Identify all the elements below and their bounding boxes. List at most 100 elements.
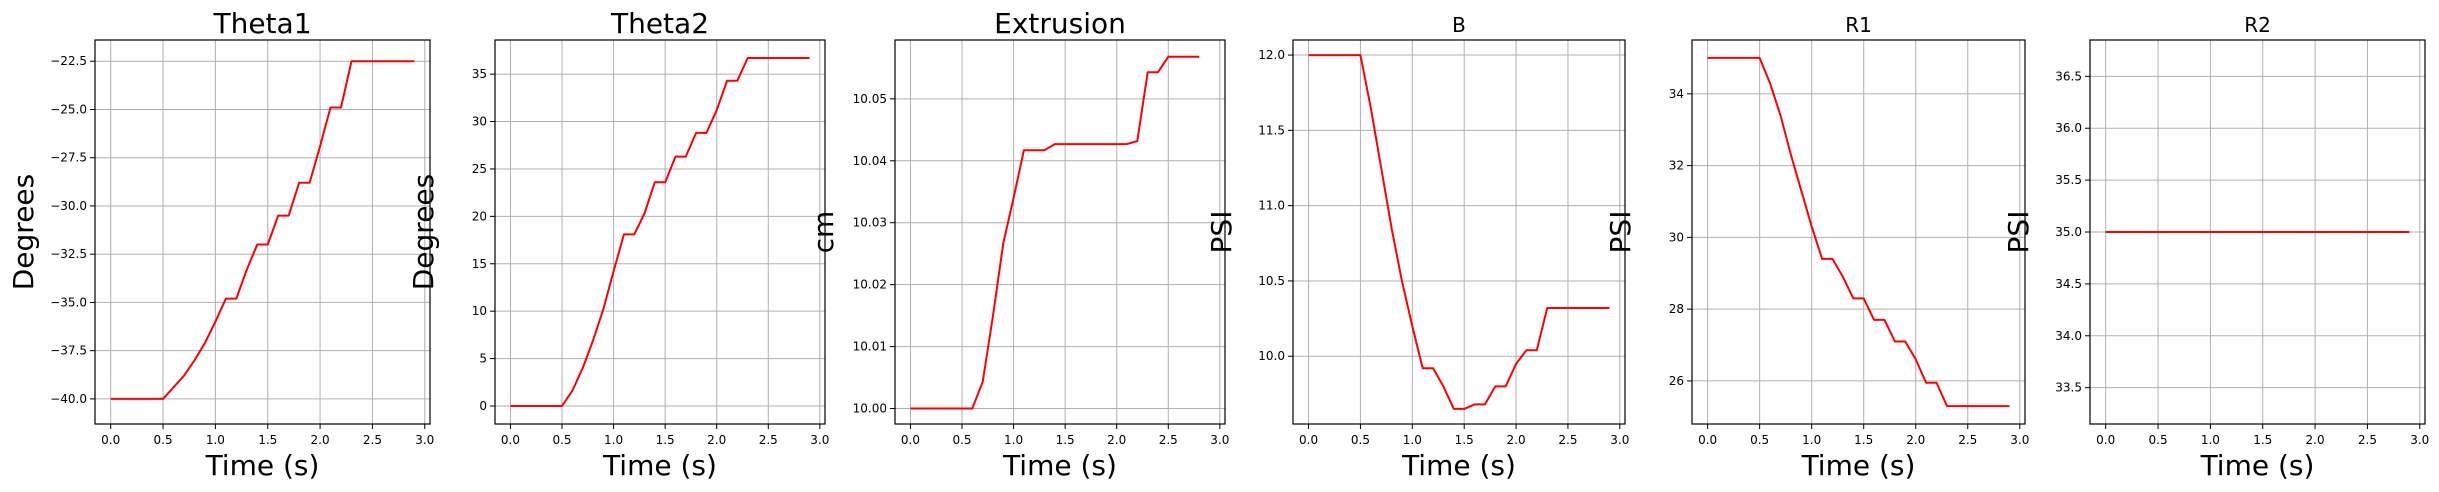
y-axis-label: PSI <box>1205 211 1238 254</box>
y-tick-label: 35.5 <box>2055 173 2082 187</box>
x-tick-label: 2.0 <box>707 433 726 447</box>
axes-frame <box>1292 39 1626 425</box>
x-tick-label: 2.5 <box>2358 433 2377 447</box>
y-tick-label: 5 <box>479 352 487 366</box>
x-tick-label: 0.0 <box>2096 433 2115 447</box>
x-tick-label: 0.5 <box>2149 433 2168 447</box>
y-tick-label: 10.05 <box>853 92 887 106</box>
y-tick-label: 10.00 <box>853 402 887 416</box>
x-tick-label: 2.0 <box>311 433 330 447</box>
x-tick-label: 1.0 <box>604 433 623 447</box>
series-line <box>1707 56 2010 408</box>
x-tick-label: 3.0 <box>1210 433 1229 447</box>
x-tick-label: 0.0 <box>501 433 520 447</box>
x-axis-label: Time (s) <box>205 449 320 482</box>
x-tick-label: 0.0 <box>101 433 120 447</box>
y-tick-label: 34.0 <box>2055 329 2082 343</box>
subplot-theta1: 0.0 0.5 1.0 1.5 2.0 2.5 3.0 −40.0 −37.5 −35.0 −32.… <box>7 7 434 482</box>
y-axis-label: Degrees <box>7 174 40 291</box>
x-tick-label: 2.5 <box>363 433 382 447</box>
y-tick-label: 33.5 <box>2055 381 2082 395</box>
x-tick-label: 2.0 <box>2306 433 2325 447</box>
chart-title: Theta1 <box>212 7 311 40</box>
x-tick-label: 2.0 <box>1507 433 1526 447</box>
chart-title: Extrusion <box>994 7 1126 40</box>
x-axis-label: Time (s) <box>1401 449 1516 482</box>
y-axis-label: PSI <box>2002 211 2035 254</box>
axes-frame <box>94 39 431 425</box>
series-line <box>510 57 810 407</box>
y-tick-label: 36.0 <box>2055 121 2082 135</box>
x-axis-label: Time (s) <box>1801 449 1916 482</box>
y-tick-label: 10 <box>472 304 487 318</box>
x-tick-label: 1.5 <box>1854 433 1873 447</box>
y-tick-label: −25.0 <box>50 102 87 116</box>
y-tick-label: 11.0 <box>1258 199 1285 213</box>
series-line <box>910 55 1200 410</box>
y-tick-label: 0 <box>479 399 487 413</box>
y-tick-label: 10.02 <box>853 278 887 292</box>
y-axis-label: Degrees <box>407 174 440 291</box>
axes-frame <box>1691 39 2026 425</box>
x-tick-label: 1.0 <box>1004 433 1023 447</box>
y-tick-label: 30 <box>1669 230 1684 244</box>
x-tick-label: 1.5 <box>2253 433 2272 447</box>
y-tick-label: 26 <box>1669 374 1684 388</box>
y-tick-label: 35 <box>472 67 487 81</box>
y-tick-label: −32.5 <box>50 247 87 261</box>
subplot-r2: 0.0 0.5 1.0 1.5 2.0 2.5 3.0 33.5 34.0 34.5 35.0 35.… <box>2002 13 2429 482</box>
x-tick-label: 3.0 <box>810 433 829 447</box>
x-axis-label: Time (s) <box>1002 449 1117 482</box>
chart-title: Theta2 <box>610 7 709 40</box>
axes-frame <box>2089 39 2426 425</box>
chart-title: R2 <box>2244 13 2271 37</box>
x-tick-label: 1.5 <box>656 433 675 447</box>
x-tick-label: 1.0 <box>1802 433 1821 447</box>
y-tick-label: 28 <box>1669 302 1684 316</box>
y-tick-label: 15 <box>472 257 487 271</box>
y-tick-label: 10.03 <box>853 216 887 230</box>
y-axis-label: PSI <box>1604 211 1637 254</box>
y-tick-label: −30.0 <box>50 199 87 213</box>
y-axis-label: cm <box>807 211 840 254</box>
x-tick-label: 2.5 <box>1558 433 1577 447</box>
y-tick-label: 20 <box>472 209 487 223</box>
y-tick-label: 34.5 <box>2055 277 2082 291</box>
x-tick-label: 1.0 <box>206 433 225 447</box>
series-line <box>1308 54 1610 410</box>
subplot-theta2: 0.0 0.5 1.0 1.5 2.0 2.5 3.0 0 5 10 15 20 25 30 35 Theta… <box>407 7 829 482</box>
y-tick-label: 32 <box>1669 159 1684 173</box>
x-tick-label: 2.0 <box>1107 433 1126 447</box>
x-tick-label: 1.0 <box>2201 433 2220 447</box>
y-tick-label: −37.5 <box>50 344 87 358</box>
y-tick-label: 30 <box>472 115 487 129</box>
x-tick-label: 0.5 <box>1351 433 1370 447</box>
y-tick-label: 10.0 <box>1258 349 1285 363</box>
axes-frame <box>894 39 1226 425</box>
x-tick-label: 3.0 <box>1610 433 1629 447</box>
y-tick-label: −40.0 <box>50 392 87 406</box>
x-tick-label: 0.5 <box>552 433 571 447</box>
y-tick-label: −27.5 <box>50 151 87 165</box>
x-axis-label: Time (s) <box>2200 449 2315 482</box>
x-tick-label: 2.5 <box>1958 433 1977 447</box>
y-tick-label: −22.5 <box>50 54 87 68</box>
x-tick-label: 0.5 <box>952 433 971 447</box>
y-tick-label: 10.5 <box>1258 274 1285 288</box>
x-tick-label: 2.5 <box>1159 433 1178 447</box>
y-tick-label: 11.5 <box>1258 123 1285 137</box>
x-tick-label: 0.0 <box>1698 433 1717 447</box>
x-tick-label: 2.0 <box>1906 433 1925 447</box>
x-tick-label: 0.0 <box>1299 433 1318 447</box>
x-tick-label: 3.0 <box>2010 433 2029 447</box>
y-tick-label: 25 <box>472 162 487 176</box>
axes-frame <box>494 39 826 425</box>
y-tick-label: 36.5 <box>2055 69 2082 83</box>
x-axis-label: Time (s) <box>602 449 717 482</box>
x-tick-label: 2.5 <box>759 433 778 447</box>
chart-title: R1 <box>1845 13 1872 37</box>
x-tick-label: 3.0 <box>415 433 434 447</box>
x-tick-label: 0.5 <box>154 433 173 447</box>
x-tick-label: 1.5 <box>1455 433 1474 447</box>
